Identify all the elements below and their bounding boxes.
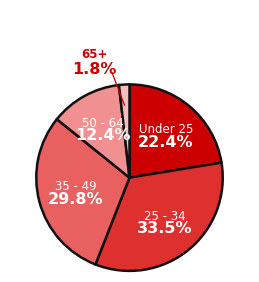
Wedge shape (119, 84, 130, 178)
Text: 65+: 65+ (81, 48, 107, 61)
Wedge shape (57, 85, 130, 178)
Text: 33.5%: 33.5% (137, 221, 192, 236)
Wedge shape (36, 119, 130, 265)
Text: 22.4%: 22.4% (138, 135, 193, 149)
Text: 25 - 34: 25 - 34 (144, 210, 185, 222)
Wedge shape (130, 84, 221, 178)
Text: 29.8%: 29.8% (48, 191, 103, 206)
Text: Under 25: Under 25 (139, 124, 193, 136)
Text: 12.4%: 12.4% (75, 128, 130, 143)
Text: 1.8%: 1.8% (72, 62, 116, 77)
Text: 35 - 49: 35 - 49 (55, 180, 96, 193)
Wedge shape (95, 163, 223, 271)
Text: 50 - 64: 50 - 64 (82, 117, 123, 130)
